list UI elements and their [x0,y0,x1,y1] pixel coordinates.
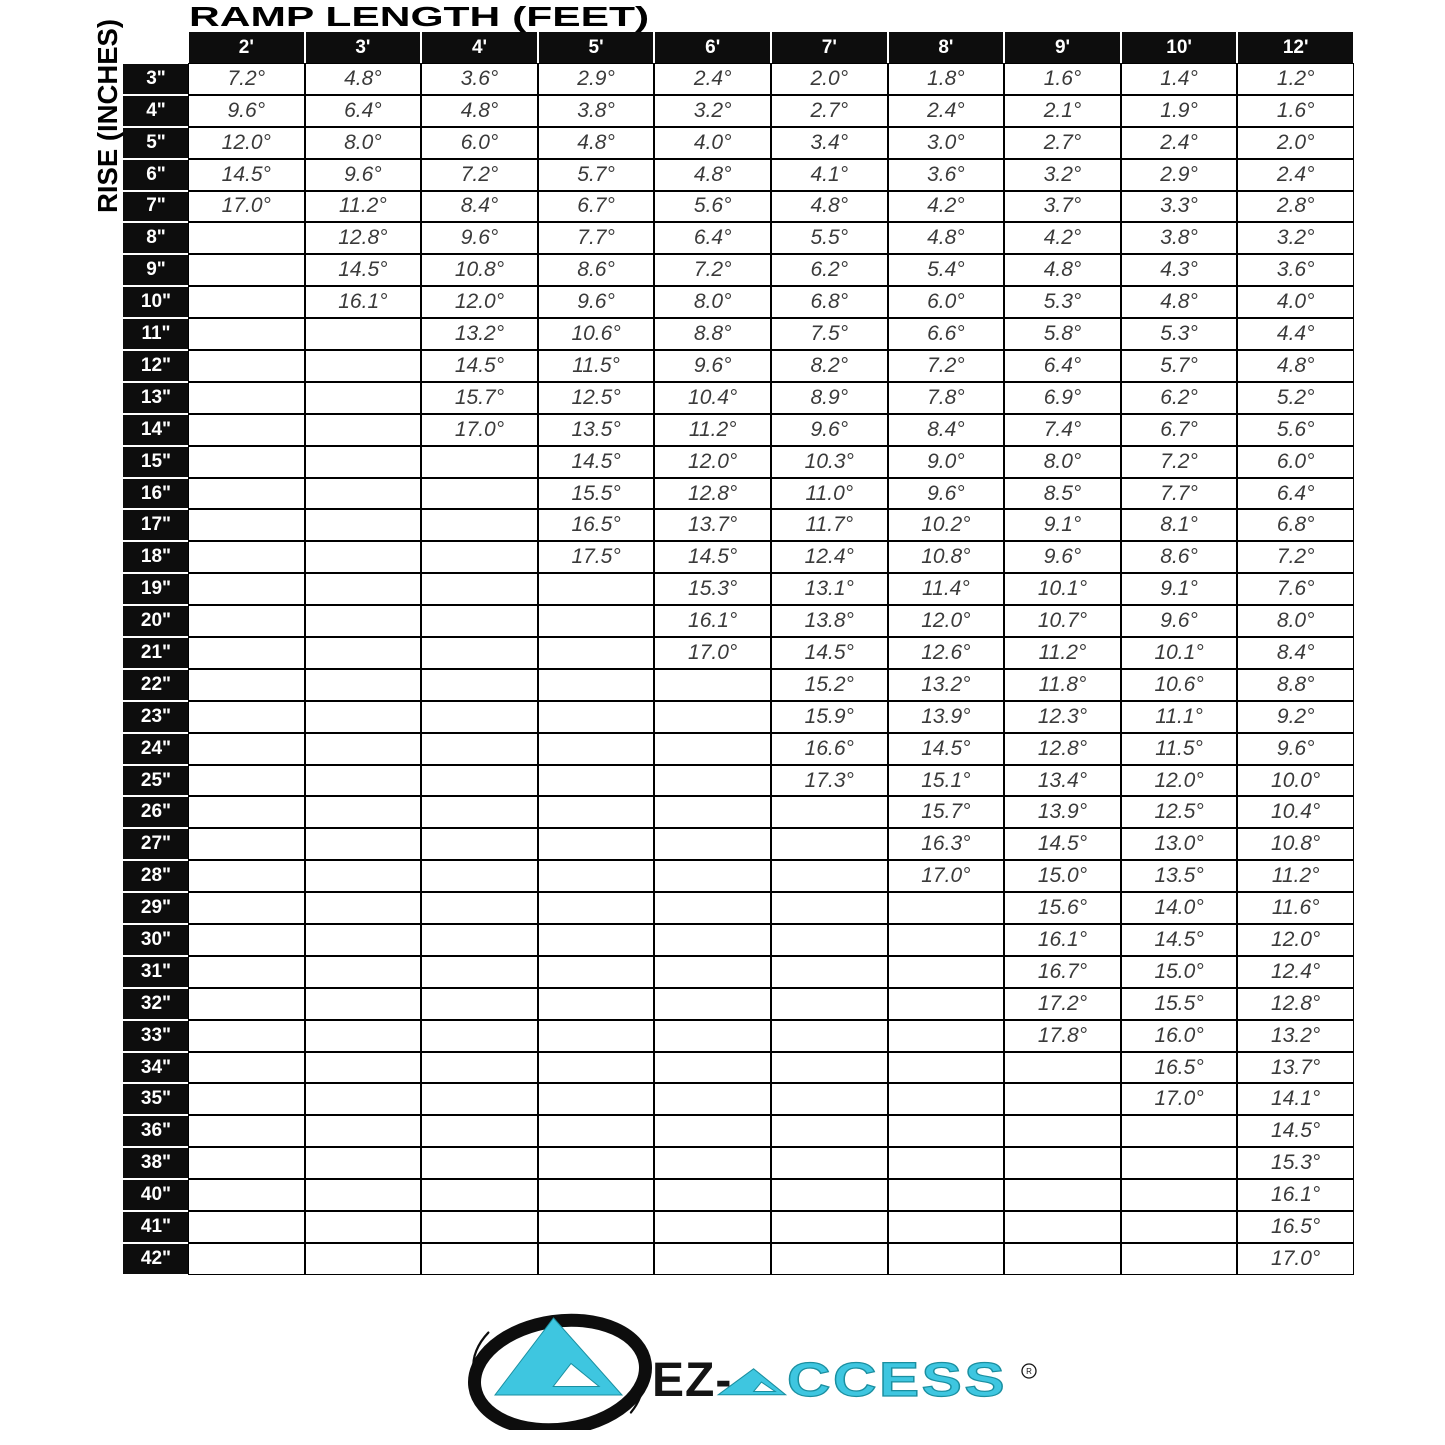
svg-text:RAMP LENGTH (FEET): RAMP LENGTH (FEET) [189,0,649,32]
svg-text:EZ-: EZ- [652,1354,732,1407]
svg-text:R: R [1026,1367,1032,1376]
svg-text:CCESS: CCESS [787,1354,1007,1407]
